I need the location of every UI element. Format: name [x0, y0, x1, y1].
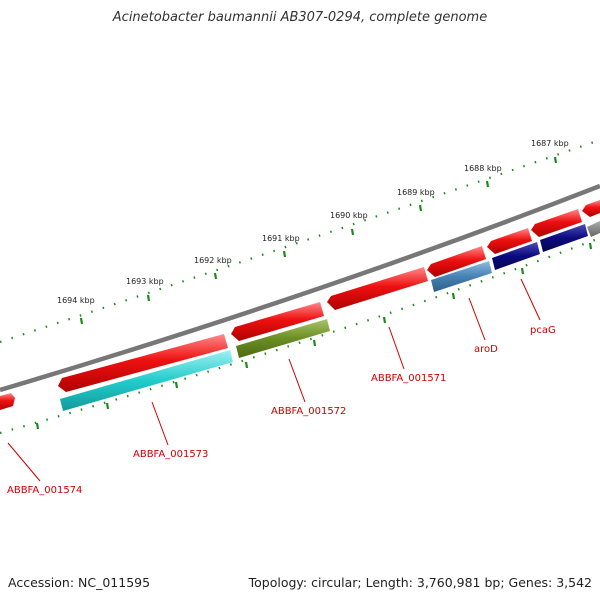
tick-label: 1694 kbp	[57, 296, 95, 305]
major-tick	[79, 317, 84, 325]
gene-label-pcag: pcaG	[530, 325, 556, 336]
major-tick	[485, 180, 490, 188]
tick-label: 1687 kbp	[531, 139, 569, 148]
major-tick	[553, 156, 558, 164]
major-tick	[451, 292, 456, 300]
callout-abbfa-001571	[388, 326, 405, 370]
major-tick	[35, 422, 40, 430]
feature-navy-1	[492, 242, 540, 270]
callout-abbfa-001573	[151, 401, 169, 446]
major-tick	[418, 204, 423, 212]
genome-backbone	[0, 183, 600, 393]
major-tick	[282, 250, 287, 258]
major-tick	[382, 316, 387, 324]
major-tick	[588, 242, 593, 250]
cds-edge-body	[582, 200, 600, 217]
major-tick	[520, 267, 525, 275]
major-tick	[312, 339, 317, 347]
major-tick	[244, 361, 249, 369]
gene-label-abbfa-001571: ABBFA_001571	[371, 373, 446, 384]
callout-abbfa-001572	[288, 358, 306, 403]
forward-strand-cds	[0, 200, 600, 410]
cds-abbfa-001574-body	[0, 393, 15, 410]
callout-arod	[468, 297, 486, 341]
gene-label-abbfa-001572: ABBFA_001572	[271, 406, 346, 417]
tick-label: 1690 kbp	[330, 211, 368, 220]
cds-abbfa-001571-body	[327, 267, 428, 310]
major-tick	[174, 381, 179, 389]
major-tick	[213, 272, 218, 280]
cds-abbfa-001573-body	[58, 334, 228, 392]
tick-label: 1693 kbp	[126, 277, 164, 286]
cds-pcag-body	[487, 228, 532, 254]
major-tick	[350, 228, 355, 236]
callout-lines	[7, 278, 541, 482]
callout-abbfa-001574	[7, 442, 41, 482]
outer-major-ticks	[79, 156, 558, 325]
major-tick	[146, 294, 151, 302]
tick-label: 1688 kbp	[464, 164, 502, 173]
cds-arod-body	[427, 246, 486, 277]
tick-label: 1692 kbp	[194, 256, 232, 265]
accession-text: Accession: NC_011595	[8, 575, 151, 590]
feature-cyan	[60, 350, 233, 411]
reverse-strand-features	[60, 224, 588, 411]
feature-olive	[236, 319, 330, 358]
gene-label-abbfa-001573: ABBFA_001573	[133, 449, 208, 460]
gene-label-arod: aroD	[474, 344, 498, 355]
cds-right-body	[531, 209, 582, 237]
inner-major-ticks	[35, 242, 593, 430]
feature-grey	[587, 221, 600, 237]
topology-text: Topology: circular; Length: 3,760,981 bp…	[248, 575, 592, 590]
map-title: Acinetobacter baumannii AB307-0294, comp…	[112, 10, 488, 25]
tick-label: 1689 kbp	[397, 188, 435, 197]
feature-steelblue	[431, 261, 492, 292]
callout-pcag	[520, 278, 541, 321]
feature-navy-2	[540, 224, 588, 252]
cds-abbfa-001572-body	[231, 302, 324, 341]
tick-label: 1691 kbp	[262, 234, 300, 243]
gene-label-abbfa-001574: ABBFA_001574	[7, 485, 82, 496]
major-tick	[105, 402, 110, 410]
